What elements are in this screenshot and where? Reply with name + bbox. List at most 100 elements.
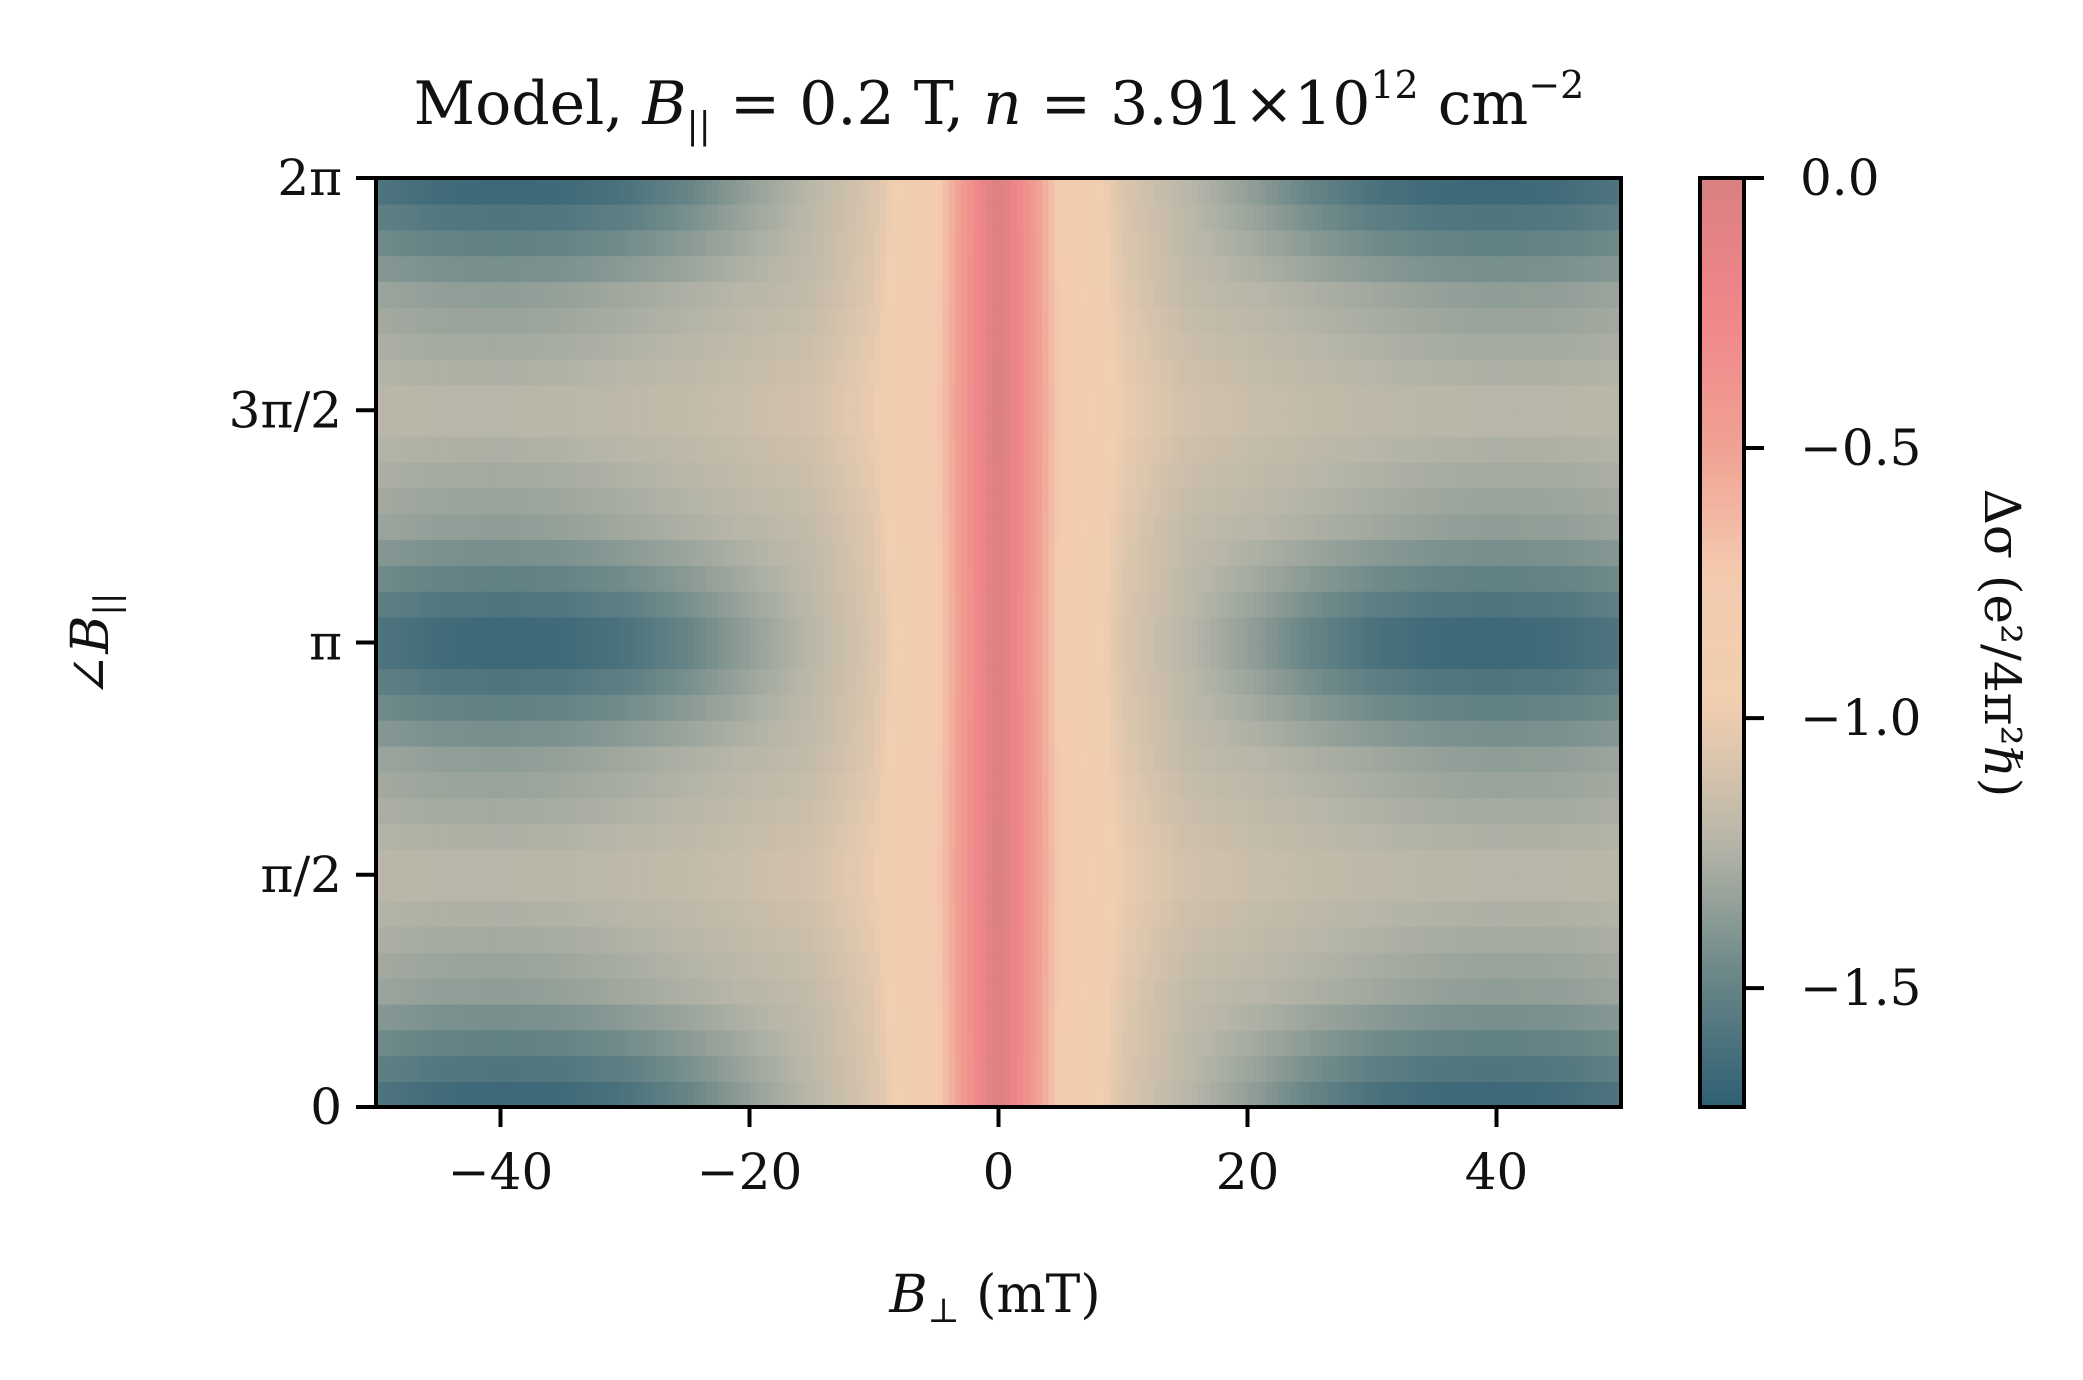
heatmap-cell: [488, 926, 496, 953]
heatmap-cell: [836, 1055, 844, 1082]
heatmap-cell: [1614, 487, 1621, 515]
heatmap-cell: [1135, 565, 1143, 592]
heatmap-cell: [1129, 977, 1137, 1005]
heatmap-cell: [1079, 539, 1087, 566]
heatmap-cell: [786, 745, 794, 773]
heatmap-cell: [1378, 900, 1386, 928]
heatmap-cell: [1577, 926, 1585, 953]
heatmap-cell: [1571, 874, 1579, 902]
heatmap-cell: [1004, 900, 1012, 928]
heatmap-cell: [1228, 539, 1236, 566]
heatmap-cell: [537, 952, 545, 979]
heatmap-cell: [637, 797, 645, 824]
heatmap-cell: [1017, 590, 1025, 618]
heatmap-cell: [793, 1029, 801, 1057]
heatmap-cell: [998, 1081, 1006, 1107]
heatmap-cell: [625, 513, 633, 541]
heatmap-cell: [861, 539, 869, 566]
heatmap-cell: [743, 874, 751, 902]
heatmap-cell: [1446, 771, 1454, 799]
heatmap-cell: [1434, 642, 1442, 670]
heatmap-cell: [413, 745, 421, 773]
heatmap-cell: [793, 1081, 801, 1107]
heatmap-cell: [793, 848, 801, 876]
heatmap-cell: [892, 977, 900, 1005]
heatmap-cell: [849, 616, 857, 644]
heatmap-cell: [1334, 952, 1342, 979]
heatmap-cell: [606, 797, 614, 824]
heatmap-cell: [1571, 487, 1579, 515]
heatmap-cell: [1328, 539, 1336, 566]
heatmap-cell: [444, 719, 452, 747]
heatmap-cell: [593, 745, 601, 773]
heatmap-cell: [1235, 926, 1243, 953]
heatmap-cell: [1179, 694, 1187, 721]
heatmap-cell: [1042, 487, 1050, 515]
heatmap-cell: [1415, 874, 1423, 902]
heatmap-cell: [562, 745, 570, 773]
heatmap-cell: [1060, 926, 1068, 953]
heatmap-cell: [1589, 848, 1597, 876]
heatmap-cell: [1091, 1081, 1099, 1107]
heatmap-cell: [438, 642, 446, 670]
heatmap-cell: [1042, 1003, 1050, 1031]
heatmap-cell: [1066, 565, 1074, 592]
heatmap-cell: [475, 771, 483, 799]
heatmap-cell: [1515, 590, 1523, 618]
heatmap-cell: [469, 461, 477, 489]
heatmap-cell: [649, 642, 657, 670]
heatmap-cell: [1434, 745, 1442, 773]
heatmap-cell: [1010, 745, 1018, 773]
heatmap-cell: [1415, 719, 1423, 747]
heatmap-cell: [954, 1003, 962, 1031]
heatmap-cell: [1452, 952, 1460, 979]
heatmap-cell: [1440, 823, 1448, 850]
heatmap-cell: [1303, 1029, 1311, 1057]
heatmap-cell: [1166, 642, 1174, 670]
heatmap-cell: [643, 668, 651, 695]
heatmap-cell: [1172, 1081, 1180, 1107]
heatmap-cell: [755, 565, 763, 592]
heatmap-cell: [1303, 926, 1311, 953]
heatmap-cell: [687, 1029, 695, 1057]
heatmap-cell: [1216, 565, 1224, 592]
heatmap-cell: [1098, 539, 1106, 566]
heatmap-cell: [1154, 926, 1162, 953]
heatmap-cell: [1060, 487, 1068, 515]
heatmap-cell: [681, 642, 689, 670]
heatmap-cell: [1309, 874, 1317, 902]
heatmap-cell: [942, 848, 950, 876]
heatmap-cell: [730, 900, 738, 928]
heatmap-cell: [1266, 874, 1274, 902]
heatmap-cell: [1334, 1003, 1342, 1031]
heatmap-cell: [923, 823, 931, 850]
heatmap-cell: [581, 642, 589, 670]
heatmap-cell: [687, 771, 695, 799]
heatmap-cell: [786, 977, 794, 1005]
heatmap-cell: [1396, 565, 1404, 592]
heatmap-cell: [625, 926, 633, 953]
heatmap-cell: [525, 694, 533, 721]
heatmap-cell: [1415, 461, 1423, 489]
heatmap-cell: [643, 565, 651, 592]
heatmap-cell: [494, 1029, 502, 1057]
heatmap-cell: [687, 565, 695, 592]
heatmap-cell: [880, 797, 888, 824]
heatmap-cell: [488, 977, 496, 1005]
heatmap-cell: [674, 745, 682, 773]
heatmap-cell: [1334, 1029, 1342, 1057]
heatmap-cell: [456, 900, 464, 928]
heatmap-cell: [1091, 590, 1099, 618]
heatmap-cell: [469, 1055, 477, 1082]
heatmap-cell: [1278, 745, 1286, 773]
heatmap-cell: [1123, 1081, 1131, 1107]
heatmap-cell: [1446, 1081, 1454, 1107]
heatmap-cell: [593, 926, 601, 953]
heatmap-cell: [1353, 900, 1361, 928]
heatmap-cell: [1527, 1081, 1535, 1107]
heatmap-cell: [1060, 797, 1068, 824]
heatmap-cell: [618, 823, 626, 850]
heatmap-cell: [1484, 1055, 1492, 1082]
heatmap-cell: [1396, 977, 1404, 1005]
heatmap-cell: [817, 1055, 825, 1082]
